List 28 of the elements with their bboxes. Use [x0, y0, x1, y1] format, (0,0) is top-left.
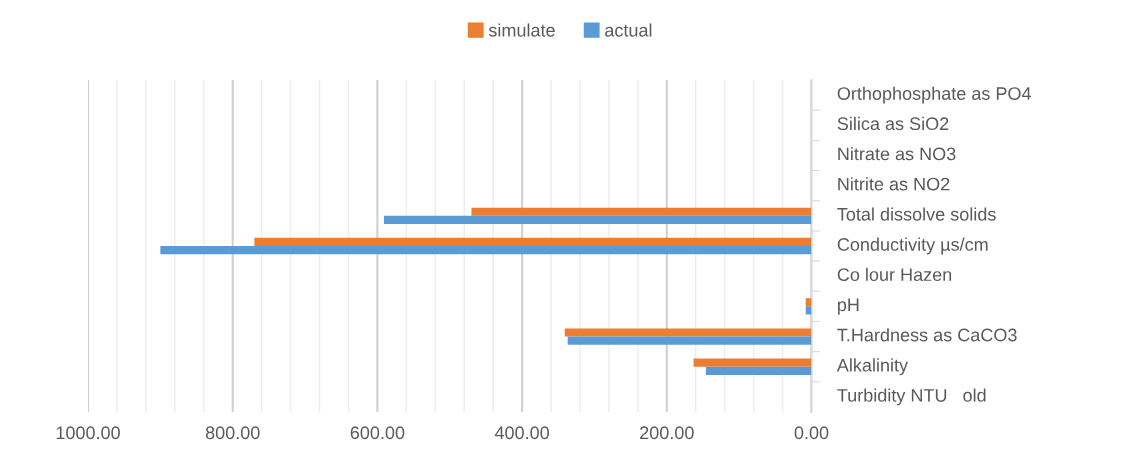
y-tick-label: Alkalinity	[836, 358, 909, 376]
y-tick-label: T.Hardness as CaCO3	[837, 328, 1017, 342]
bar	[564, 328, 812, 337]
bar	[471, 207, 812, 216]
bar	[693, 358, 812, 367]
y-tick-label: pH	[837, 298, 859, 315]
y-tick-label: Total dissolve solids	[837, 207, 996, 221]
x-tick-label: 1000.00	[56, 426, 120, 440]
y-tick-label: Turbidity NTU old	[837, 388, 986, 406]
y-tick-label: Silica as SiO2	[837, 116, 949, 131]
y-tick-label: Nitrate as NO3	[838, 147, 956, 161]
x-tick-label: 0.00	[794, 426, 829, 440]
legend-label: simulate	[488, 23, 555, 37]
bar	[254, 237, 812, 246]
y-tick-label: Conductivity µs/cm	[837, 237, 988, 255]
bar	[567, 336, 812, 345]
y-tick-label: Nitrite as NO2	[838, 177, 950, 191]
x-tick-label: 400.00	[494, 426, 550, 440]
y-tick-label: Co lour Hazen	[837, 267, 952, 282]
x-tick-label: 600.00	[350, 426, 405, 440]
bar	[705, 366, 812, 375]
x-tick-label: 200.00	[640, 426, 694, 440]
bar	[160, 246, 812, 255]
bar	[805, 306, 812, 315]
legend-label: actual	[605, 23, 652, 37]
x-tick-label: 800.00	[205, 426, 260, 440]
bar	[383, 215, 812, 224]
y-tick-label: Orthophosphate as PO4	[837, 86, 1032, 104]
